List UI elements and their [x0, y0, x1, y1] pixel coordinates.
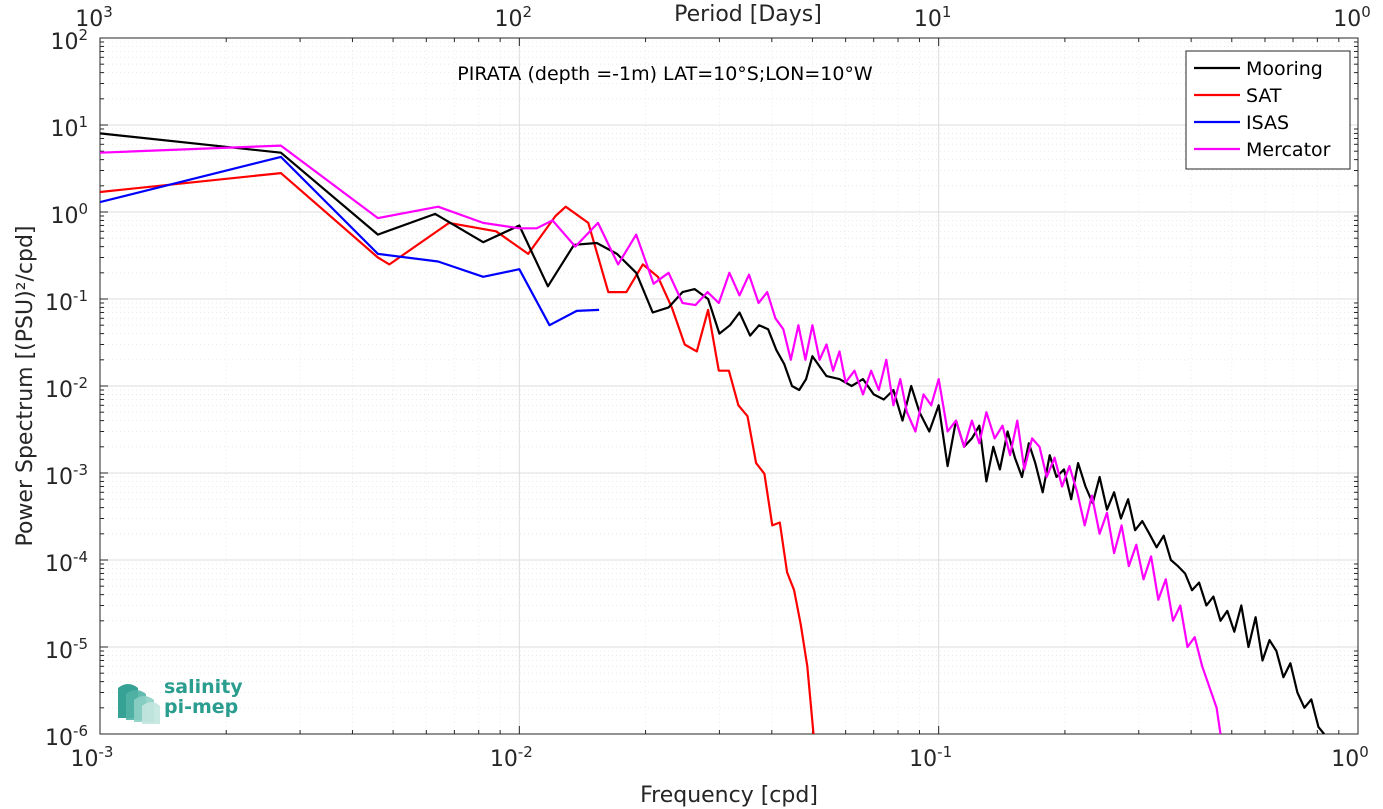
top-tick-label: 100	[1333, 3, 1371, 32]
y-tick-label: 100	[50, 200, 88, 229]
salinity-pi-mep-logo: salinity pi-mep	[118, 676, 243, 724]
logo-waves-icon	[118, 684, 160, 724]
y-axis-label: Power Spectrum [(PSU)²/cpd]	[13, 225, 38, 546]
legend-label-mercator: Mercator	[1246, 139, 1331, 161]
y-tick-label: 10-2	[45, 374, 88, 403]
x-axis-label: Frequency [cpd]	[640, 783, 818, 808]
x-tick-label: 10-1	[909, 743, 952, 772]
top-tick-label: 101	[914, 3, 952, 32]
y-tick-label: 10-4	[45, 548, 88, 577]
series-line-isas	[100, 155, 600, 327]
y-tick-label: 10-3	[45, 461, 88, 490]
chart-title: PIRATA (depth =-1m) LAT=10°S;LON=10°W	[457, 63, 873, 85]
legend-label-sat: SAT	[1246, 85, 1282, 107]
logo-line2: pi-mep	[164, 696, 238, 718]
y-tick-label: 102	[50, 26, 88, 55]
x-tick-label: 10-3	[71, 743, 114, 772]
top-axis-label: Period [Days]	[674, 2, 822, 27]
x-tick-label: 100	[1331, 743, 1369, 772]
series-group	[100, 132, 1325, 734]
x-tick-label: 10-2	[490, 743, 533, 772]
top-tick-label: 103	[75, 3, 113, 32]
y-tick-label: 10-1	[45, 287, 88, 316]
series-line-mercator	[100, 144, 1222, 734]
y-tick-label: 101	[50, 113, 88, 142]
logo-line1: salinity	[164, 676, 243, 698]
grid	[99, 38, 1358, 735]
series-line-sat	[100, 172, 815, 734]
series-line-mooring	[100, 132, 1325, 734]
legend-label-mooring: Mooring	[1246, 58, 1323, 80]
y-tick-label: 10-6	[45, 722, 88, 751]
legend: Mooring SAT ISAS Mercator	[1185, 50, 1351, 170]
legend-label-isas: ISAS	[1246, 112, 1289, 134]
top-tick-label: 102	[495, 3, 533, 32]
y-tick-label: 10-5	[45, 635, 88, 664]
